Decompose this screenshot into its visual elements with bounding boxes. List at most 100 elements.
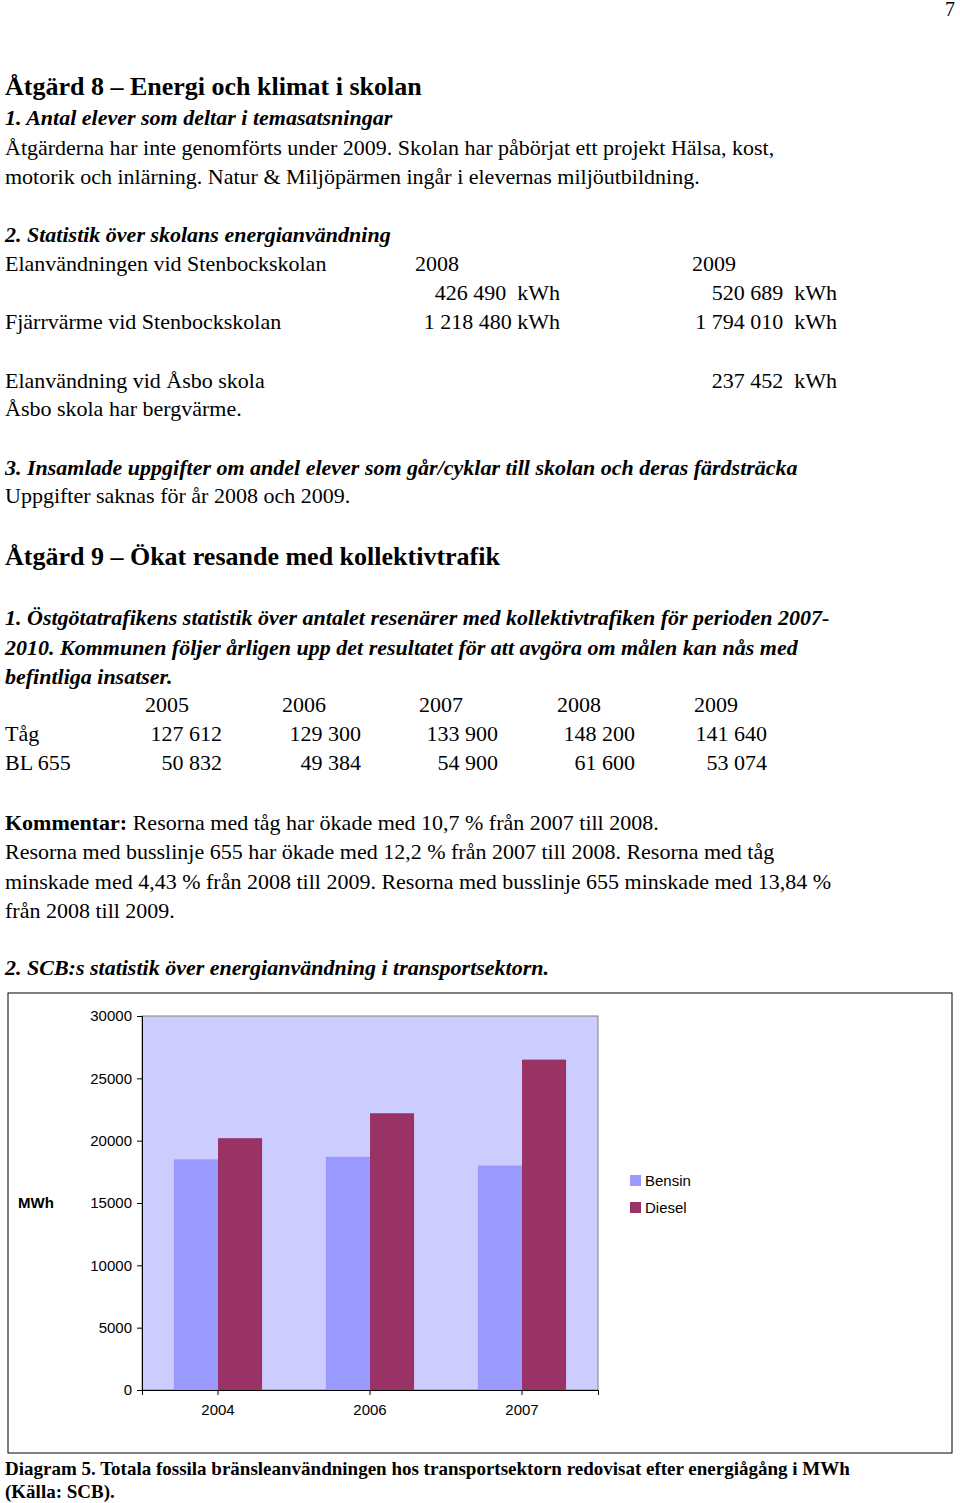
tick-mark	[218, 1390, 219, 1395]
tick-mark	[137, 1390, 142, 1391]
table-cell: 127 612	[151, 721, 223, 746]
tick: 15000	[90, 1194, 142, 1211]
legend-label: Bensin	[645, 1172, 691, 1189]
bar	[522, 1060, 566, 1390]
table-cell: 133 900	[427, 721, 499, 746]
axis-line	[137, 1017, 143, 1391]
paragraph-line: Uppgifter saknas för år 2008 och 2009.	[5, 483, 350, 508]
bar	[478, 1166, 522, 1390]
table-row-label: Tåg	[5, 721, 39, 746]
table-header: 2006	[282, 692, 326, 717]
page-background	[0, 0, 960, 1503]
tick-mark	[522, 1390, 523, 1395]
table-row-label: Elanvändningen vid Stenbockskolan	[5, 251, 326, 276]
tick-mark	[137, 1016, 142, 1017]
table-cell: 237 452 kWh	[712, 368, 837, 393]
caption-line: Diagram 5. Totala fossila bränsleanvändn…	[5, 1458, 850, 1479]
legend-label: Diesel	[645, 1199, 687, 1216]
table-header: 2007	[419, 692, 463, 717]
tick-label: 2006	[353, 1401, 386, 1418]
tick: 2006	[353, 1390, 386, 1418]
table-cell: 129 300	[290, 721, 362, 746]
table-header: 2008	[557, 692, 601, 717]
bar	[218, 1138, 262, 1390]
document: 7 Åtgärd 8 – Energi och klimat i skolan 1.…	[4, 0, 955, 1503]
table-cell: 426 490 kWh	[435, 280, 560, 305]
tick-mark	[137, 1078, 142, 1079]
tick: 2004	[201, 1390, 234, 1418]
table-header: 2009	[694, 692, 738, 717]
item-heading: 2010. Kommunen följer årligen upp det re…	[4, 635, 799, 660]
item-heading: 1. Antal elever som deltar i temasatsnin…	[5, 105, 393, 130]
table-cell: 148 200	[564, 721, 636, 746]
bar	[326, 1157, 370, 1390]
item-heading: 2. Statistik över skolans energianvändni…	[4, 222, 391, 247]
legend: Bensin Diesel	[630, 1172, 691, 1216]
item-heading: 3. Insamlade uppgifter om andel elever s…	[4, 455, 798, 480]
tick-label: 20000	[90, 1132, 132, 1149]
paragraph-line: motorik och inlärning. Natur & Miljöpärm…	[5, 164, 700, 189]
table-cell: 53 074	[707, 750, 768, 775]
legend-swatch	[630, 1175, 641, 1186]
tick: 25000	[90, 1070, 142, 1087]
table-cell: 54 900	[438, 750, 499, 775]
tick-label: 5000	[99, 1319, 132, 1336]
comment-line: från 2008 till 2009.	[5, 898, 175, 923]
tick-label: 2004	[201, 1401, 234, 1418]
page-number: 7	[945, 0, 955, 20]
bar	[370, 1113, 414, 1390]
comment-line: Resorna med busslinje 655 har ökade med …	[5, 839, 774, 864]
chart: 0500010000150002000025000300002004200620…	[8, 993, 952, 1453]
tick: 10000	[90, 1257, 142, 1274]
table-row-label: Fjärrvärme vid Stenbockskolan	[5, 309, 281, 334]
table-cell: 520 689 kWh	[712, 280, 837, 305]
table-header: 2005	[145, 692, 189, 717]
bar-series	[218, 1060, 566, 1390]
chart-frame	[8, 993, 952, 1453]
x-axis: 2004 2006 2007	[143, 1390, 599, 1418]
tick-label: 25000	[90, 1070, 132, 1087]
table-row-label: BL 655	[5, 750, 71, 775]
bar	[174, 1159, 218, 1390]
tick-mark	[137, 1328, 142, 1329]
axis-line	[143, 1391, 599, 1396]
tick-mark	[137, 1203, 142, 1204]
page: 7 Åtgärd 8 – Energi och klimat i skolan 1.…	[0, 0, 960, 1503]
tick: 0	[124, 1381, 142, 1398]
caption-line: (Källa: SCB).	[5, 1481, 115, 1503]
paragraph-line: Åtgärderna har inte genomförts under 200…	[5, 135, 774, 160]
tick: 2007	[505, 1390, 538, 1418]
item-heading: 1. Östgötatrafikens statistik över antal…	[5, 605, 829, 630]
table-cell: 1 218 480 kWh	[424, 309, 560, 334]
tick-label: 30000	[90, 1007, 132, 1024]
tick-label: 0	[124, 1381, 132, 1398]
tick: 30000	[90, 1007, 142, 1024]
tick-label: 10000	[90, 1257, 132, 1274]
table-cell: 49 384	[301, 750, 362, 775]
comment-label: Kommentar:	[5, 810, 127, 835]
legend-swatch	[630, 1202, 641, 1213]
y-axis: 0 5000 10000 15000 20000 25000 30000	[90, 1007, 142, 1398]
item-heading: befintliga insatser.	[5, 664, 172, 689]
comment-text: Resorna med tåg har ökade med 10,7 % frå…	[127, 810, 659, 835]
table-cell: 141 640	[696, 721, 768, 746]
tick-mark	[137, 1265, 142, 1266]
comment-line: Kommentar: Resorna med tåg har ökade med…	[5, 810, 659, 835]
note: Åsbo skola har bergvärme.	[5, 396, 242, 421]
plot-area	[142, 1016, 598, 1390]
section-title: Åtgärd 8 – Energi och klimat i skolan	[5, 72, 422, 101]
table-cell: 50 832	[162, 750, 223, 775]
tick: 20000	[90, 1132, 142, 1149]
table-header: 2009	[692, 251, 736, 276]
tick: 5000	[99, 1319, 142, 1336]
tick-label: 2007	[505, 1401, 538, 1418]
comment-line: minskade med 4,43 % från 2008 till 2009.…	[5, 869, 831, 894]
item-heading: 2. SCB:s statistik över energianvändning…	[4, 955, 549, 980]
tick-mark	[137, 1141, 142, 1142]
axis-title: MWh	[18, 1194, 54, 1211]
tick-mark	[370, 1390, 371, 1395]
table-row-label: Elanvändning vid Åsbo skola	[5, 368, 265, 393]
table-cell: 1 794 010 kWh	[695, 309, 837, 334]
table-cell: 61 600	[575, 750, 636, 775]
section-title: Åtgärd 9 – Ökat resande med kollektivtra…	[5, 542, 500, 571]
